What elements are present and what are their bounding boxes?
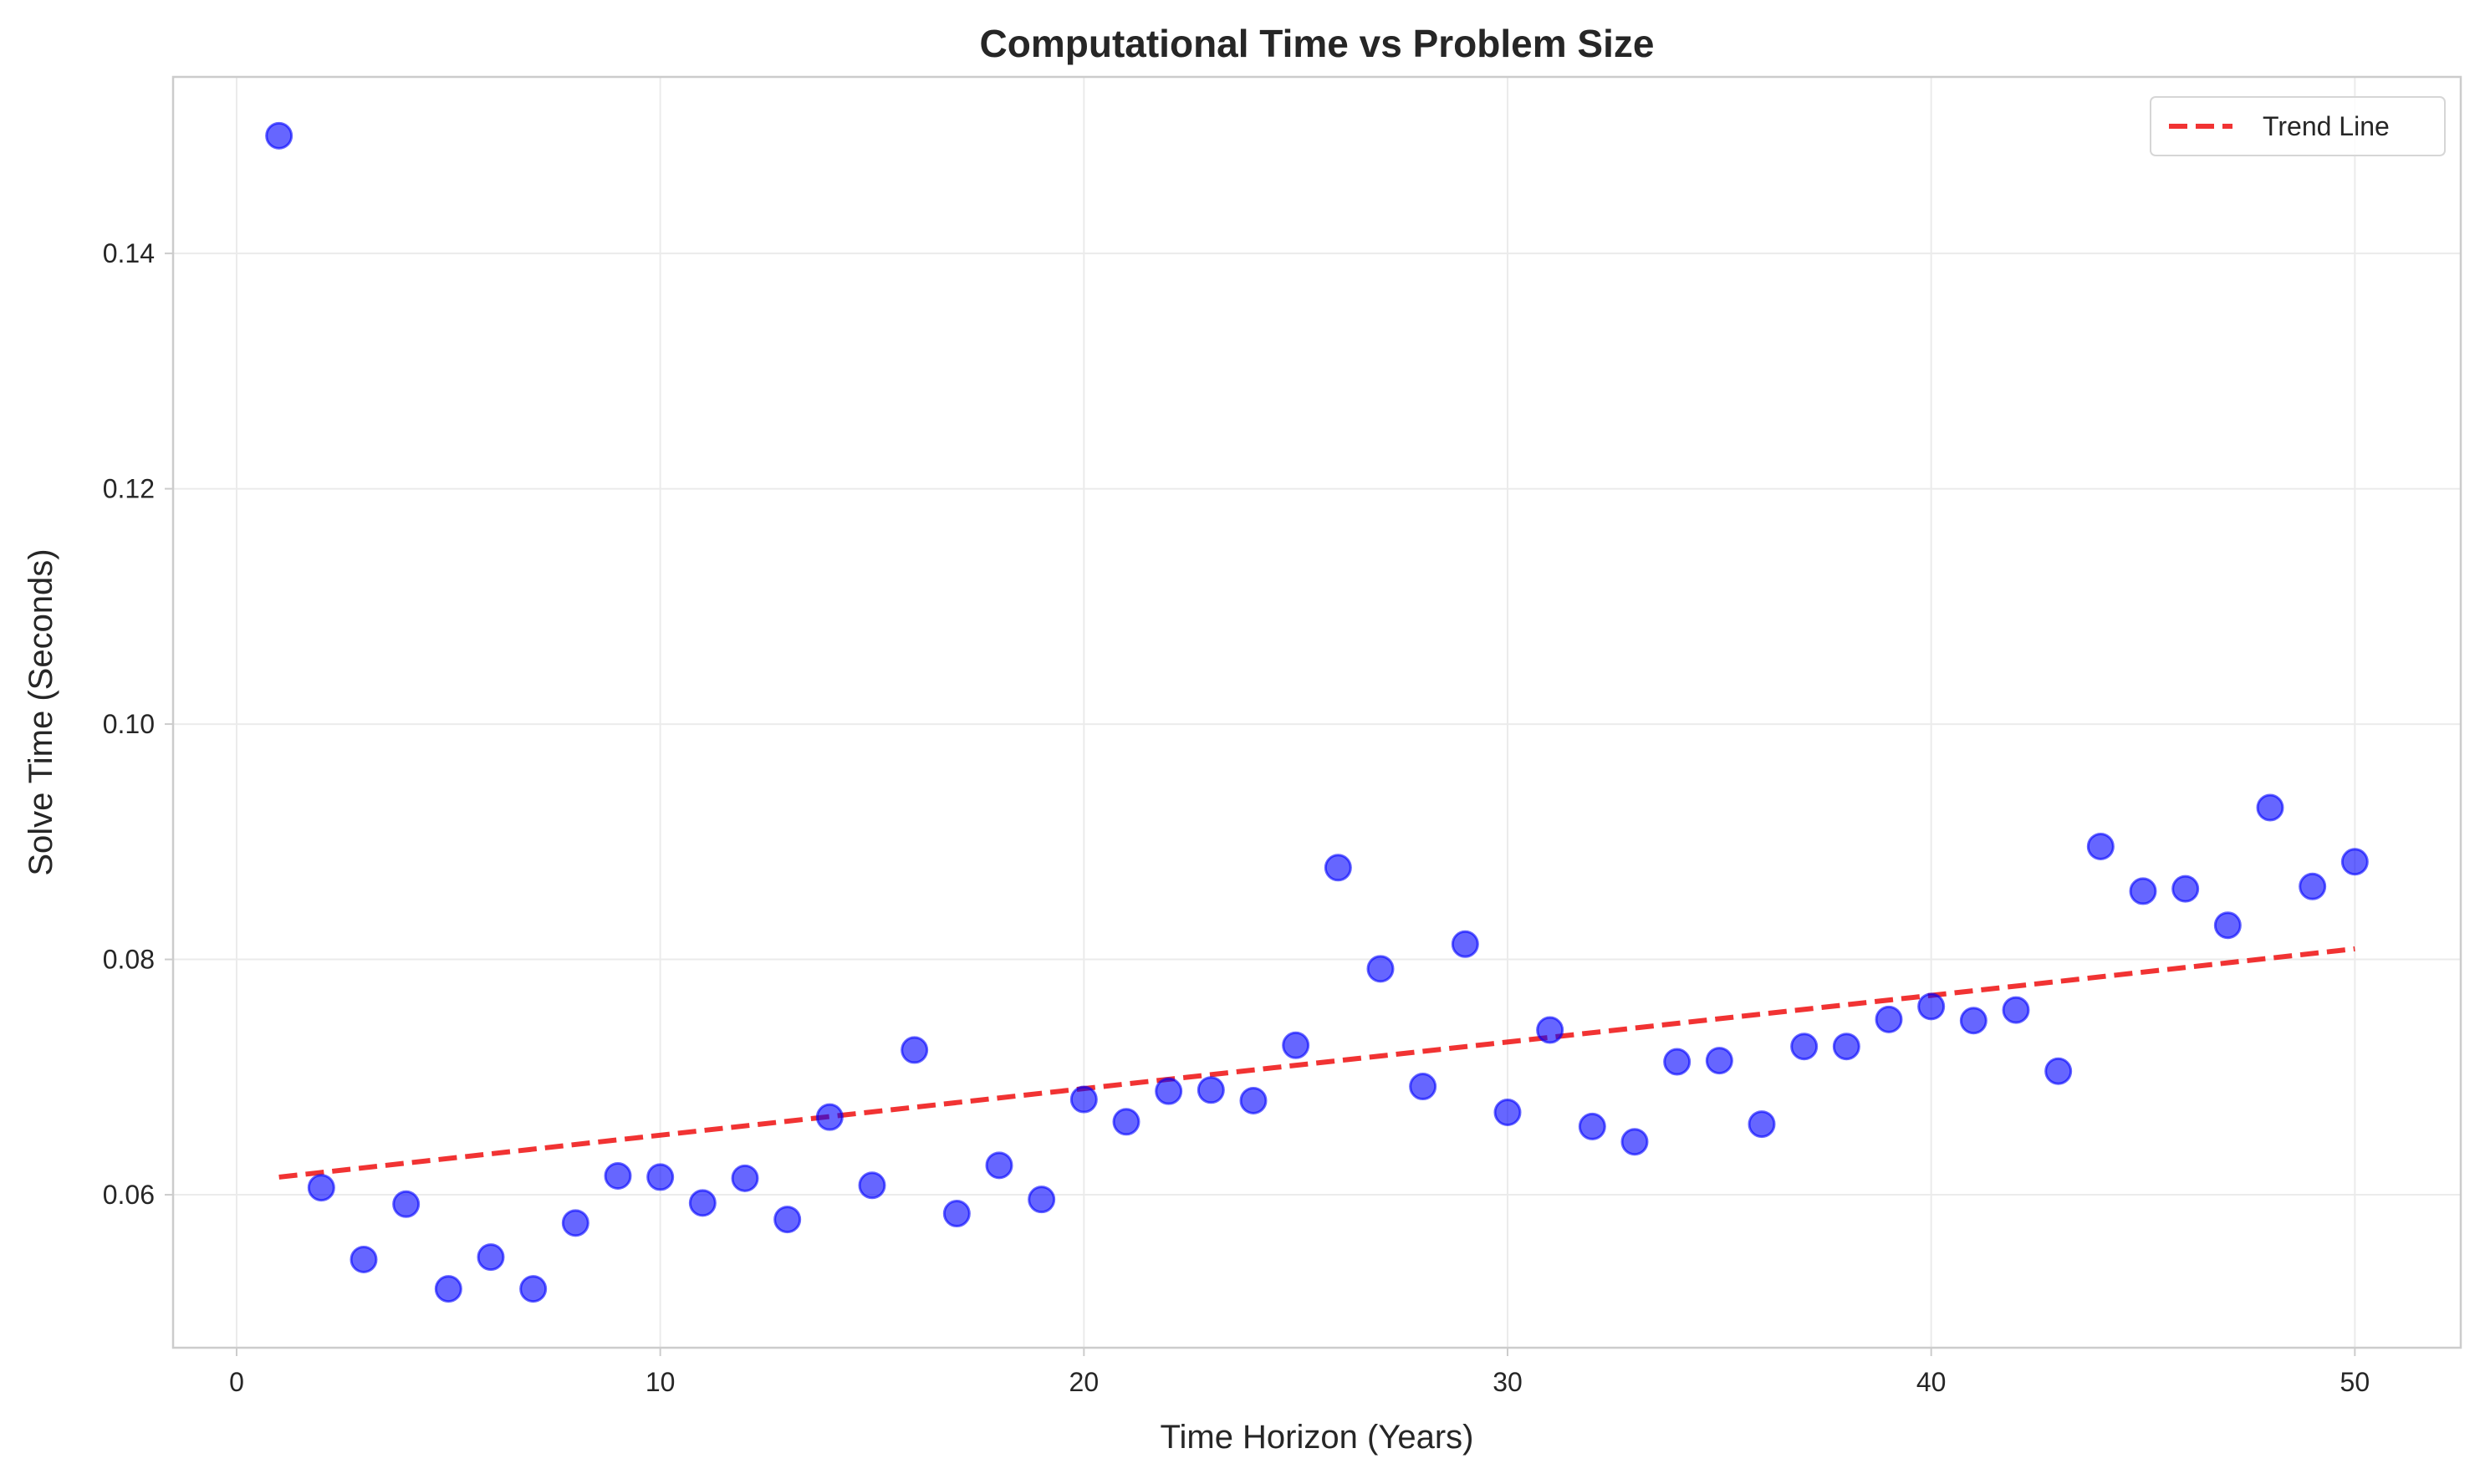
x-tick-label: 20 [1069,1367,1100,1397]
y-tick-label: 0.10 [103,709,155,739]
x-tick-label: 10 [645,1367,676,1397]
data-point [1366,955,1395,983]
data-point [1069,1085,1098,1114]
data-point [519,1275,548,1303]
data-point [2299,872,2327,900]
data-point [646,1163,675,1191]
data-point [604,1162,632,1191]
data-point [815,1103,844,1131]
data-point [731,1164,759,1192]
data-point [392,1190,421,1218]
data-point [434,1275,462,1303]
data-point [773,1206,802,1234]
data-point [350,1245,378,1273]
data-point [307,1174,335,1202]
data-point [2171,875,2200,903]
data-point [1620,1128,1649,1156]
y-tick-label: 0.06 [103,1180,155,1210]
data-point [265,121,293,150]
data-point [1282,1031,1310,1059]
data-point [1239,1086,1268,1114]
data-point [1112,1108,1140,1136]
data-point [1705,1047,1733,1075]
data-point [2129,877,2157,905]
trend-line-layer [278,946,2355,1180]
x-axis-label: Time Horizon (Years) [1161,1419,1474,1456]
data-point [901,1036,929,1064]
axis-ticks: 0 10 20 30 40 50 0.06 0.08 0.10 0.12 0.14 [103,238,2370,1397]
x-tick-label: 30 [1493,1367,1523,1397]
data-point [2044,1057,2073,1085]
data-point [942,1200,971,1228]
data-point [1663,1048,1692,1076]
legend: Trend Line [2150,96,2446,156]
x-tick-label: 50 [2340,1367,2370,1397]
y-tick-label: 0.14 [103,238,155,268]
data-point [2002,996,2030,1024]
data-point [2256,793,2284,822]
x-tick-label: 40 [1916,1367,1947,1397]
chart-title: Computational Time vs Problem Size [980,22,1655,65]
data-point [1578,1112,1606,1140]
data-point [477,1243,505,1272]
trend-line [278,946,2355,1180]
x-tick-label: 0 [229,1367,244,1397]
data-point [1832,1033,1860,1061]
data-point [1197,1076,1225,1104]
data-point [1959,1007,1987,1035]
legend-label-trend: Trend Line [2263,111,2390,141]
y-axis-label: Solve Time (Seconds) [23,548,59,875]
data-point [1493,1099,1522,1127]
data-point [1536,1016,1564,1044]
data-point [2340,848,2369,876]
data-point [2086,832,2115,860]
data-point [1748,1110,1776,1139]
legend-box [2150,96,2446,156]
data-point [2213,911,2242,940]
data-point [1917,992,1946,1021]
data-point [985,1151,1013,1180]
data-point [561,1209,589,1237]
data-point [1790,1033,1819,1061]
y-tick-label: 0.12 [103,474,155,504]
data-point [1875,1005,1903,1033]
data-point [1451,930,1479,958]
data-point [1028,1186,1056,1214]
data-point [688,1189,717,1217]
data-point [1409,1073,1437,1101]
grid-lines [173,77,2461,1348]
data-point [1155,1077,1183,1105]
data-point [858,1171,886,1200]
data-point [1324,854,1352,882]
data-points [265,121,2369,1303]
plot-frame [171,75,2462,1349]
y-tick-label: 0.08 [103,945,155,975]
